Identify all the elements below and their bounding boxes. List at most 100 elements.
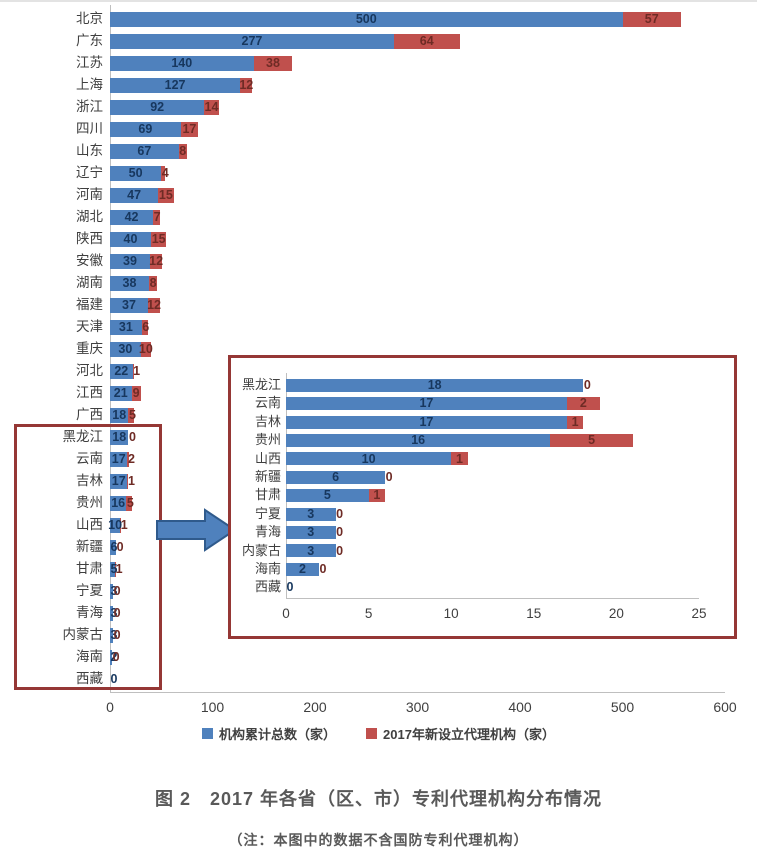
bar-value-label-total: 277 <box>241 34 263 48</box>
bar-segment-total <box>110 605 114 621</box>
bar-value-label-total: 3 <box>307 525 315 540</box>
bar-segment-total <box>110 143 179 159</box>
bar-segment-new <box>204 99 219 115</box>
bar-value-label-new: 4 <box>161 166 169 180</box>
bar-value-label-new: 14 <box>204 100 219 114</box>
category-label: 湖北 <box>76 209 103 224</box>
bar-value-label-new: 57 <box>644 12 659 26</box>
category-label: 河南 <box>76 187 103 202</box>
bar-value-label-total: 2 <box>299 562 306 576</box>
bar-segment-total <box>110 583 114 599</box>
bar-value-label-total: 3 <box>307 543 315 558</box>
bar-segment-total <box>286 433 551 447</box>
bar-value-label-new: 0 <box>583 378 591 392</box>
bar-value-label-total: 3 <box>110 628 118 642</box>
bar-value-label-new: 12 <box>239 78 254 92</box>
bar-value-label-new: 17 <box>182 122 197 136</box>
bar-value-label-total: 16 <box>111 496 126 510</box>
bar-value-label-total: 3 <box>307 506 315 521</box>
bar-value-label-new: 0 <box>113 606 121 620</box>
bar-segment-new <box>141 319 148 335</box>
bar-segment-total <box>286 562 320 576</box>
bar-value-label-total: 17 <box>111 474 126 488</box>
category-label: 黑龙江 <box>241 377 281 392</box>
bar-value-label-new: 0 <box>336 543 344 558</box>
category-label: 内蒙古 <box>62 627 104 642</box>
bar-value-label-new: 1 <box>455 451 463 466</box>
category-label: 甘肃 <box>254 487 281 503</box>
x-tick-label: 400 <box>508 699 532 715</box>
bar-segment-total <box>110 253 150 269</box>
bar-segment-total <box>110 33 394 49</box>
category-label: 广西 <box>76 407 103 422</box>
category-label: 天津 <box>76 319 103 334</box>
bar-segment-total <box>286 415 567 429</box>
bar-value-label-new: 15 <box>158 188 173 202</box>
x-tick-label: 0 <box>282 606 290 621</box>
bar-value-label-new: 10 <box>138 342 153 356</box>
bar-value-label-total: 500 <box>355 12 377 26</box>
bar-value-label-new: 0 <box>336 525 344 540</box>
x-tick-label: 20 <box>608 606 624 621</box>
bar-segment-total <box>110 385 132 401</box>
bar-value-label-new: 0 <box>319 562 327 576</box>
bar-segment-total <box>286 378 584 392</box>
bar-segment-new <box>240 77 253 93</box>
bar-segment-new <box>550 433 633 447</box>
category-label: 宁夏 <box>76 583 103 598</box>
bar-value-label-total: 37 <box>122 298 136 312</box>
bar-segment-new <box>158 187 174 203</box>
bar-segment-total <box>110 363 133 379</box>
x-tick-label: 10 <box>443 606 459 621</box>
bar-segment-new <box>393 33 460 49</box>
bar-value-label-total: 50 <box>128 166 143 180</box>
bar-segment-new <box>368 489 386 503</box>
bar-segment-total <box>110 99 205 115</box>
bar-segment-total <box>110 275 149 291</box>
category-label: 山西 <box>254 450 281 466</box>
x-axis-line <box>286 598 699 599</box>
category-label: 安徽 <box>76 253 103 268</box>
bar-segment-new <box>451 452 468 466</box>
bar-value-label-total: 2 <box>110 650 118 664</box>
category-label: 青海 <box>254 524 281 540</box>
bar-value-label-total: 6 <box>110 540 118 554</box>
bar-value-label-total: 3 <box>110 584 118 598</box>
bar-value-label-new: 8 <box>149 276 157 290</box>
bar-value-label-total: 67 <box>137 144 152 158</box>
legend: 机构累计总数（家） 2017年新设立代理机构（家） <box>0 724 757 743</box>
bar-segment-total <box>110 187 159 203</box>
bar-value-label-new: 1 <box>127 474 135 488</box>
bar-value-label-total: 17 <box>419 396 434 411</box>
bar-value-label-new: 7 <box>153 210 161 224</box>
bar-segment-new <box>126 495 132 511</box>
bar-segment-new <box>149 253 163 269</box>
x-tick-label: 0 <box>106 699 114 715</box>
bar-segment-total <box>110 55 254 71</box>
bar-segment-total <box>286 525 336 539</box>
bar-value-label-total: 17 <box>419 414 434 429</box>
bar-value-label-total: 16 <box>411 433 426 448</box>
bar-segment-new <box>120 517 122 533</box>
category-label: 宁夏 <box>254 505 281 521</box>
bar-value-label-total: 39 <box>123 254 137 268</box>
x-axis-line <box>110 692 725 693</box>
bar-value-label-new: 1 <box>115 562 123 576</box>
bar-value-label-new: 1 <box>133 364 141 378</box>
category-label: 新疆 <box>254 469 281 484</box>
bar-segment-new <box>566 397 600 411</box>
bar-segment-total <box>110 517 121 533</box>
category-label: 福建 <box>76 297 103 312</box>
bar-segment-total <box>286 544 336 558</box>
bar-segment-new <box>131 385 141 401</box>
bar-segment-total <box>110 561 116 577</box>
bar-segment-new <box>180 121 199 137</box>
bar-value-label-total: 18 <box>112 408 127 422</box>
bar-segment-total <box>110 209 154 225</box>
bar-value-label-total: 3 <box>110 606 118 620</box>
bar-segment-new <box>253 55 293 71</box>
legend-item-total: 机构累计总数（家） <box>202 724 336 743</box>
legend-item-new: 2017年新设立代理机构（家） <box>366 724 555 743</box>
bar-segment-total <box>110 341 141 357</box>
